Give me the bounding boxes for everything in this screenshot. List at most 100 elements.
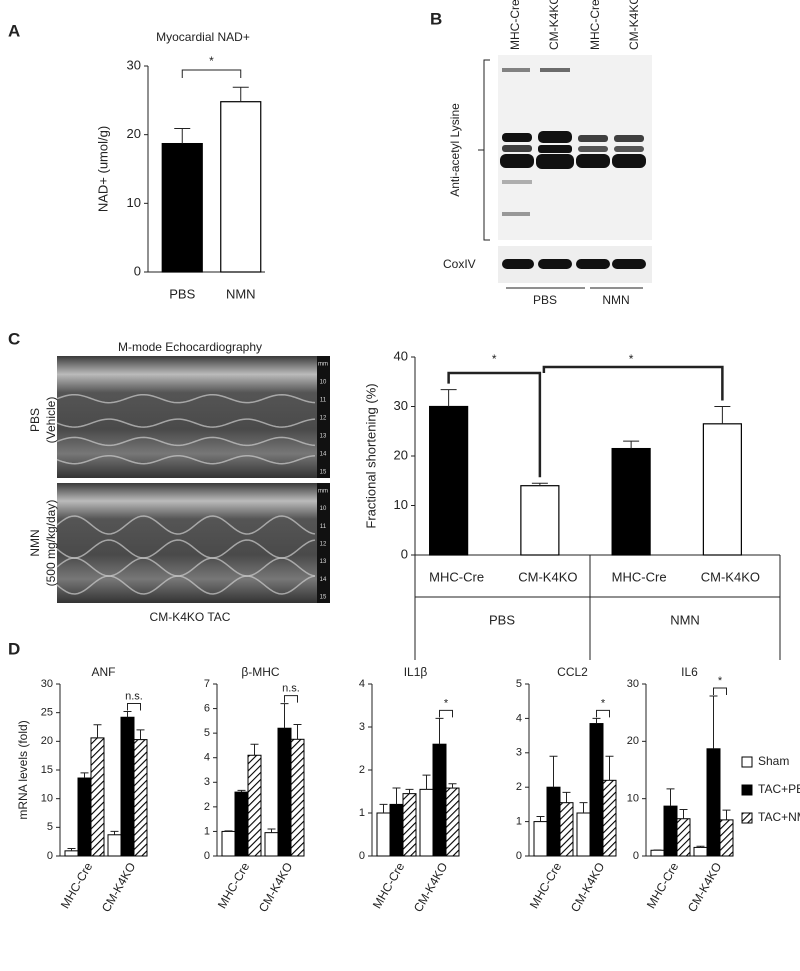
error-bar	[136, 729, 145, 740]
bar	[77, 777, 92, 857]
panel-label: C	[8, 329, 20, 348]
echo-scale-bar	[317, 483, 330, 603]
echo-image	[57, 356, 317, 478]
echo-scale-label: 11	[320, 524, 327, 530]
panel-title: IL1β	[404, 665, 428, 679]
loading-label: CoxIV	[443, 257, 476, 271]
y-tick-label: 0	[47, 850, 53, 862]
panel-label: D	[8, 639, 20, 658]
x-tick-label: NMN	[226, 286, 256, 301]
bar	[546, 786, 561, 857]
x-tick-label: PBS	[169, 286, 195, 301]
annotation: *	[444, 697, 449, 709]
x-tick-label: MHC-Cre	[429, 569, 484, 584]
y-tick-label: 20	[627, 735, 639, 747]
bracket	[478, 59, 490, 241]
legend-swatch	[741, 756, 753, 768]
error-bar	[250, 743, 259, 756]
bar	[221, 830, 236, 857]
error-bar	[392, 787, 401, 805]
bar	[520, 485, 560, 556]
bar	[576, 812, 591, 857]
chart-title: Myocardial NAD+	[156, 30, 250, 44]
error-bar	[536, 815, 545, 822]
error-bar	[232, 86, 249, 102]
legend-label: TAC+NMN	[758, 810, 800, 824]
y-tick-label: 1	[359, 807, 365, 819]
bar	[120, 716, 135, 857]
y-tick-label: 25	[41, 707, 53, 719]
y-tick-label: 3	[204, 776, 210, 788]
significance-bracket	[181, 69, 242, 78]
echo-trace	[56, 418, 316, 428]
bar	[445, 787, 460, 857]
annotation: n.s.	[282, 683, 300, 695]
y-tick-label: 0	[359, 850, 365, 862]
error-bar	[696, 845, 705, 848]
group-label: PBS	[533, 293, 557, 307]
echo-trace	[56, 515, 316, 535]
bar	[419, 788, 434, 857]
bar	[693, 846, 708, 857]
error-bar	[623, 440, 640, 449]
y-tick-label: 30	[394, 398, 408, 413]
echo-images: mm 10 11 12 13 14 15 mm 10 11 12 13 14 15	[56, 356, 330, 603]
echo-trace	[56, 436, 316, 447]
echo-scale-label: 10	[320, 506, 327, 512]
echo-trace	[56, 393, 316, 404]
error-bar	[448, 783, 457, 789]
bar	[264, 832, 279, 857]
echo-scale-label: 15	[320, 470, 327, 476]
significance-bracket	[447, 371, 542, 478]
significance-bracket	[596, 709, 610, 718]
bar	[706, 748, 721, 857]
error-bar	[110, 830, 119, 835]
group-label: PBS	[489, 612, 515, 627]
annotation: *	[718, 675, 723, 687]
significance-bracket	[127, 703, 141, 711]
echo-scale-label: 12	[320, 542, 327, 548]
panel-title: IL6	[681, 665, 698, 679]
bar	[676, 818, 691, 857]
echo-scale-label: 10	[320, 380, 327, 386]
y-tick-label: 15	[41, 764, 53, 776]
bar	[432, 743, 447, 857]
bar	[650, 849, 665, 857]
y-tick-label: 10	[41, 793, 53, 805]
bar	[234, 791, 249, 857]
error-bar	[579, 802, 588, 813]
echo-trace	[56, 557, 316, 577]
y-tick-label: 20	[127, 126, 141, 141]
bar	[247, 754, 262, 857]
y-tick-label: 0	[516, 850, 522, 862]
bar	[290, 738, 305, 857]
y-tick-label: 1	[516, 816, 522, 828]
error-bar	[440, 389, 457, 407]
legend-swatch	[741, 784, 753, 796]
echo-scale-label: 13	[320, 434, 327, 440]
y-tick-label: 0	[401, 546, 408, 561]
echo-row-label: PBS	[28, 408, 42, 432]
x-tick-label: MHC-Cre	[644, 860, 682, 911]
error-bar	[93, 724, 102, 738]
legend-label: Sham	[758, 754, 789, 768]
x-tick-label: MHC-Cre	[215, 860, 253, 911]
x-tick-label: MHC-Cre	[612, 569, 667, 584]
error-bar	[80, 772, 89, 779]
annotation: *	[492, 352, 497, 366]
error-bar	[67, 848, 76, 851]
echo-scale-label: mm	[318, 489, 328, 495]
x-tick-label: CM-K4KO	[256, 860, 295, 914]
error-bar	[267, 828, 276, 833]
x-tick-label: CM-K4KO	[685, 860, 724, 914]
annotation: *	[629, 352, 634, 366]
bar	[719, 819, 734, 857]
blot-bands	[500, 68, 646, 216]
y-tick-label: 10	[627, 793, 639, 805]
bar	[107, 834, 122, 857]
y-tick-label: 4	[359, 678, 365, 690]
y-tick-label: 40	[394, 348, 408, 363]
y-tick-label: 3	[359, 721, 365, 733]
echo-scale-label: 15	[320, 595, 327, 601]
y-tick-label: 7	[204, 678, 210, 690]
